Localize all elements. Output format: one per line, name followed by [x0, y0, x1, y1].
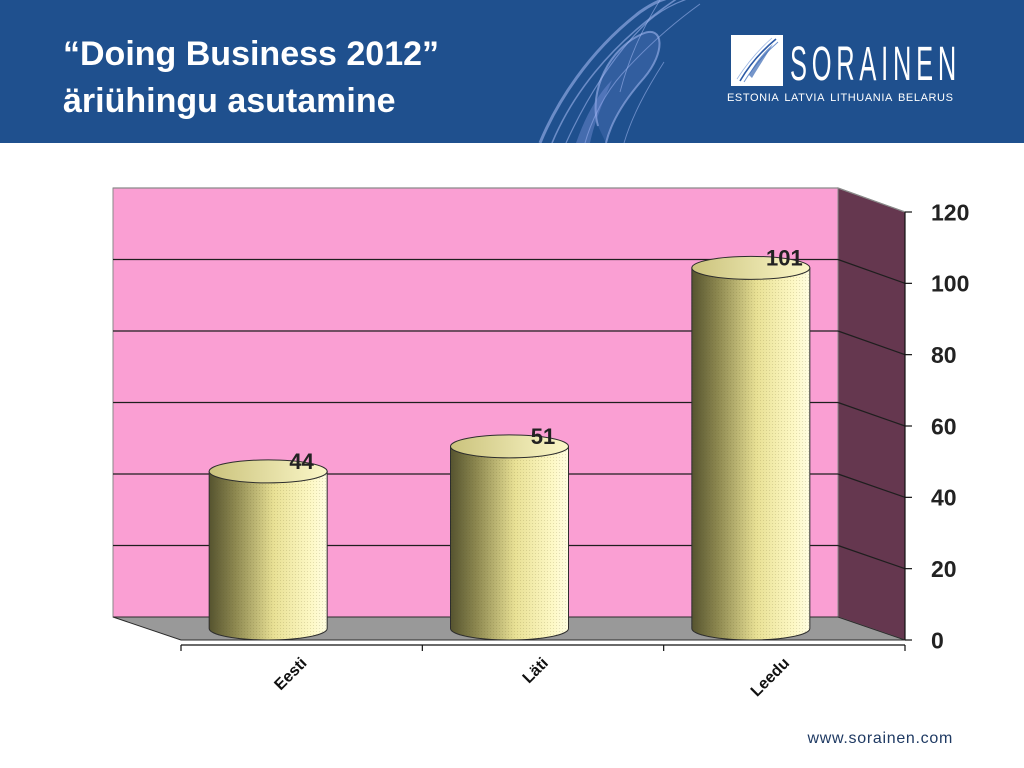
- gridline-side: [837, 258, 906, 284]
- gridline-side: [837, 401, 906, 427]
- gridline-side: [837, 330, 906, 356]
- sorainen-pen-swoosh-icon: [731, 35, 783, 86]
- data-label: 101: [766, 246, 803, 271]
- bar-cylinder: [208, 459, 328, 641]
- y-tick-label: 0: [931, 627, 944, 653]
- gridline-side: [837, 187, 906, 213]
- data-label: 44: [289, 449, 314, 474]
- bar-top: [450, 434, 569, 459]
- decorative-swirl-graphic: [538, 0, 701, 143]
- y-tick-label: 80: [931, 342, 957, 368]
- bar-texture: [450, 446, 569, 640]
- y-tick-label: 100: [931, 271, 969, 297]
- bar-cylinder: [691, 255, 811, 641]
- axes: [180, 211, 912, 651]
- bar-texture: [209, 471, 328, 640]
- logo-wordmark-text: SORAINEN: [790, 38, 961, 86]
- y-tick-label: 120: [931, 199, 969, 225]
- bar-cylinder: [450, 434, 569, 641]
- bar-chart: 0 20 40 60 80 100 120 44 Eesti 51 Läti 101 Leedu: [112, 187, 969, 700]
- bar-top: [208, 459, 328, 484]
- bar-top: [691, 255, 811, 280]
- gridline-side: [837, 544, 906, 570]
- bars: [208, 255, 811, 641]
- data-label: 51: [531, 424, 555, 449]
- slide-title-line: “Doing Business 2012”: [63, 35, 440, 73]
- footer-url: www.sorainen.com: [807, 730, 953, 747]
- logo-tagline: ESTONIA LATVIA LITHUANIA BELARUS: [727, 92, 954, 104]
- y-tick-label: 60: [931, 413, 957, 439]
- category-label: Leedu: [748, 655, 793, 700]
- slide-title-line: äriühingu asutamine: [63, 82, 396, 120]
- category-label: Läti: [520, 655, 552, 687]
- bar-texture: [691, 267, 810, 640]
- slide-header: “Doing Business 2012” äriühingu asutamin…: [0, 0, 1024, 143]
- category-label: Eesti: [271, 655, 310, 694]
- y-tick-label: 20: [931, 556, 957, 582]
- logo-wordmark: SORAINEN: [790, 38, 961, 86]
- slide-title: “Doing Business 2012” äriühingu asutamin…: [63, 31, 439, 125]
- y-tick-label: 40: [931, 485, 957, 511]
- gridline-side: [837, 473, 906, 498]
